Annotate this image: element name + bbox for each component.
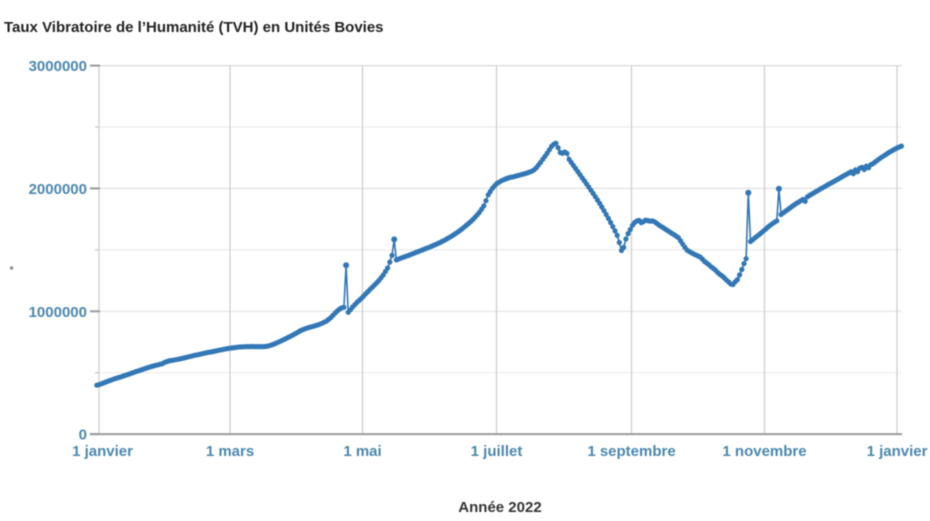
svg-text:1 janvier: 1 janvier xyxy=(867,443,928,460)
svg-text:2000000: 2000000 xyxy=(29,181,87,198)
svg-text:0: 0 xyxy=(79,427,87,444)
svg-text:1 janvier: 1 janvier xyxy=(72,443,133,460)
svg-text:Année 2022: Année 2022 xyxy=(458,499,541,516)
svg-text:1 mars: 1 mars xyxy=(206,443,254,460)
svg-text:1000000: 1000000 xyxy=(29,304,87,321)
svg-text:1 juillet: 1 juillet xyxy=(471,443,523,460)
svg-text:1 mai: 1 mai xyxy=(343,443,381,460)
svg-text:Taux Vibratoire de l’Humanité: Taux Vibratoire de l’Humanité (TVH) en U… xyxy=(4,19,384,36)
svg-text:3000000: 3000000 xyxy=(29,58,87,75)
svg-text:1 septembre: 1 septembre xyxy=(587,443,675,460)
svg-text:1 novembre: 1 novembre xyxy=(722,443,806,460)
